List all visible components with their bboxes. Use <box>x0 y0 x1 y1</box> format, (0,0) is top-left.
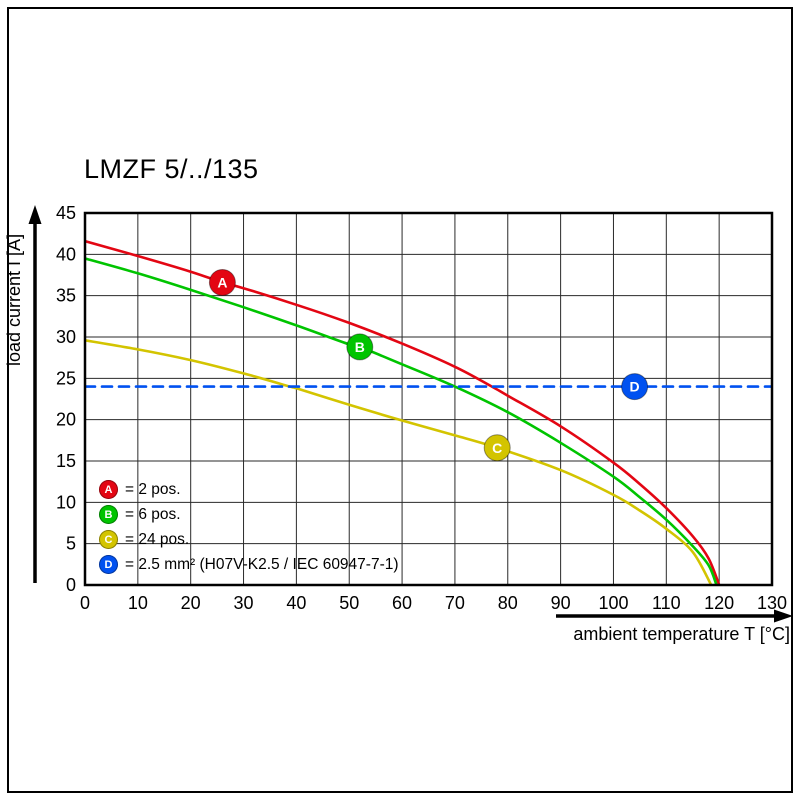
y-axis-label: load current I [A] <box>4 233 24 366</box>
legend-item-c: C = 24 pos. <box>99 527 399 552</box>
legend-marker-c-icon: C <box>99 530 118 549</box>
grid <box>85 213 772 585</box>
svg-text:B: B <box>355 339 365 355</box>
x-axis-arrowhead-icon <box>774 609 793 623</box>
y-tick-label: 45 <box>56 203 76 223</box>
x-tick-label: 50 <box>339 593 359 613</box>
x-axis-label: ambient temperature T [°C] <box>573 624 790 644</box>
legend-label-c: = 24 pos. <box>125 530 190 548</box>
legend-label-b: = 6 pos. <box>125 505 181 523</box>
plot-frame <box>83 211 774 587</box>
chart-title: LMZF 5/../135 <box>84 154 259 184</box>
curve-markers: A B C D <box>208 268 649 462</box>
x-tick-label: 100 <box>598 593 628 613</box>
marker-A: A <box>208 268 236 296</box>
y-axis-arrowhead-icon <box>28 205 42 224</box>
x-tick-label: 80 <box>498 593 518 613</box>
svg-text:A: A <box>217 274 227 290</box>
y-tick-label: 5 <box>66 534 76 554</box>
x-tick-label: 10 <box>128 593 148 613</box>
x-tick-label: 0 <box>80 593 90 613</box>
y-tick-label: 35 <box>56 286 76 306</box>
x-tick-label: 40 <box>286 593 306 613</box>
legend-marker-d-icon: D <box>99 555 118 574</box>
legend-label-a: = 2 pos. <box>125 480 181 498</box>
x-tick-label: 110 <box>652 593 681 613</box>
svg-text:C: C <box>492 440 502 456</box>
axis-arrows <box>28 205 793 623</box>
svg-text:D: D <box>630 379 640 395</box>
y-tick-label: 20 <box>56 410 76 430</box>
curve-C <box>85 339 713 585</box>
legend-item-a: A = 2 pos. <box>99 477 399 502</box>
legend-marker-b-icon: B <box>99 505 118 524</box>
x-tick-label: 70 <box>445 593 465 613</box>
legend-label-d: = 2.5 mm² (H07V-K2.5 / IEC 60947-7-1) <box>125 555 399 573</box>
tick-labels: 0 10 20 30 40 50 60 70 80 90 100 110 120 130 0 5 10 15 20 2… <box>56 203 787 613</box>
x-tick-label: 60 <box>392 593 412 613</box>
y-tick-label: 0 <box>66 575 76 595</box>
x-tick-label: 20 <box>181 593 201 613</box>
chart-legend: A = 2 pos. B = 6 pos. C = 24 pos. D = 2.… <box>99 477 399 577</box>
legend-marker-a-icon: A <box>99 480 118 499</box>
curve-B <box>85 257 718 585</box>
y-tick-label: 25 <box>56 368 76 388</box>
y-tick-label: 15 <box>56 451 76 471</box>
y-tick-label: 30 <box>56 327 76 347</box>
x-tick-label: 120 <box>704 593 734 613</box>
y-tick-label: 40 <box>56 244 76 264</box>
x-tick-label: 130 <box>757 593 787 613</box>
marker-D: D <box>621 373 649 401</box>
x-tick-label: 90 <box>551 593 571 613</box>
legend-item-d: D = 2.5 mm² (H07V-K2.5 / IEC 60947-7-1) <box>99 552 399 577</box>
marker-C: C <box>483 434 511 462</box>
marker-B: B <box>346 333 374 361</box>
y-tick-label: 10 <box>56 492 76 512</box>
x-tick-label: 30 <box>234 593 254 613</box>
legend-item-b: B = 6 pos. <box>99 502 399 527</box>
